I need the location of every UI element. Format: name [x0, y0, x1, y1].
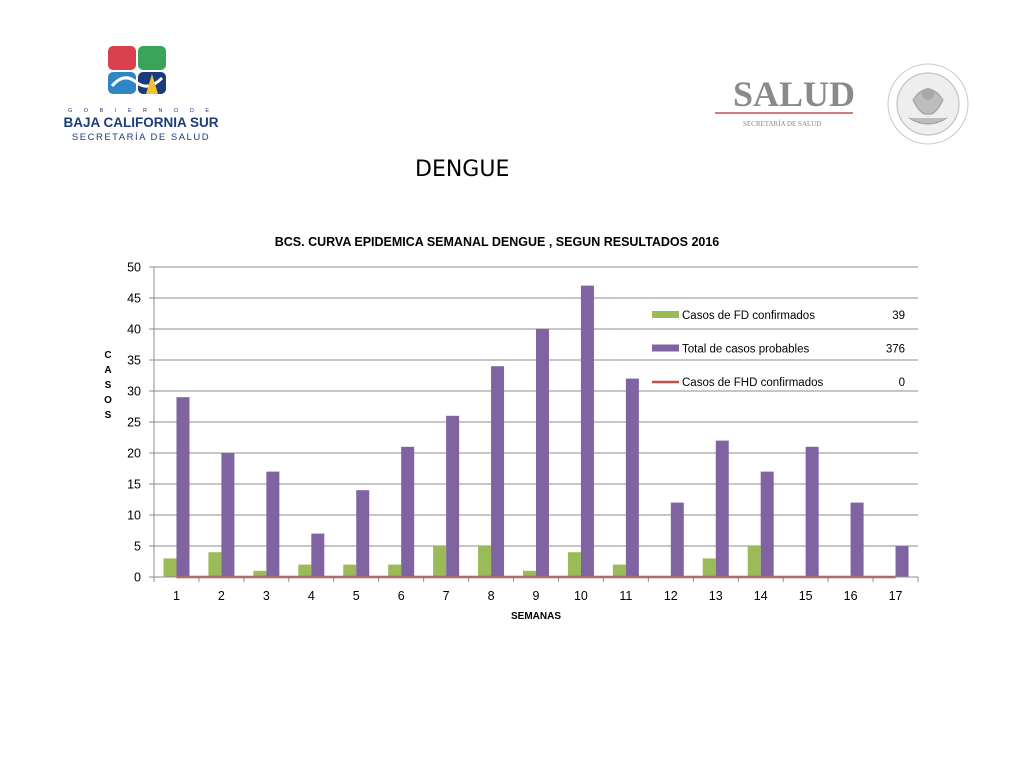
legend-label: Total de casos probables	[682, 344, 809, 356]
bar	[491, 366, 505, 577]
chart-legend: Casos de FD confirmados 39 Total de casos …	[652, 310, 905, 389]
bar	[356, 490, 370, 577]
bar	[580, 285, 594, 577]
bar	[433, 546, 447, 577]
legend-label: Casos de FD confirmados	[682, 310, 815, 322]
baja-california-sur-logo: G O B I E R N O D E BAJA CALIFORNIA SUR …	[64, 46, 219, 143]
y-tick-label: 5	[134, 540, 141, 554]
y-axis-label-letter: C	[104, 350, 111, 361]
x-tick-label: 13	[709, 589, 723, 603]
logo-top-text: G O B I E R N O D E	[68, 108, 214, 114]
y-tick-label: 45	[127, 292, 141, 306]
bar	[567, 552, 581, 577]
y-tick-label: 50	[127, 261, 141, 275]
x-tick-label: 2	[218, 589, 225, 603]
legend-total: 39	[892, 310, 905, 322]
chart-bars	[163, 285, 909, 577]
bar	[612, 564, 626, 577]
salud-main-text: SALUD	[733, 74, 855, 114]
logo-sub-text: SECRETARÍA DE SALUD	[72, 132, 210, 143]
chart-axes	[153, 267, 918, 578]
legend-swatch	[652, 311, 679, 318]
bar	[805, 446, 819, 577]
bar	[670, 502, 684, 577]
bar	[625, 378, 639, 577]
legend-label: Casos de FHD confirmados	[682, 377, 823, 389]
x-tick-label: 7	[443, 589, 450, 603]
legend-total: 376	[886, 344, 905, 356]
bar	[253, 570, 267, 577]
y-tick-label: 30	[127, 385, 141, 399]
logo-main-text: BAJA CALIFORNIA SUR	[64, 115, 219, 130]
bar	[715, 440, 729, 577]
x-tick-label: 12	[664, 589, 678, 603]
x-tick-label: 4	[308, 589, 315, 603]
bar	[208, 552, 222, 577]
bar	[536, 329, 549, 577]
bar	[221, 453, 235, 577]
x-tick-label: 5	[353, 589, 360, 603]
x-tick-label: 10	[574, 589, 588, 603]
y-axis-label-letter: S	[105, 380, 112, 391]
x-tick-label: 6	[398, 589, 405, 603]
bar	[298, 564, 312, 577]
chart-title: BCS. CURVA EPIDEMICA SEMANAL DENGUE , SE…	[275, 235, 720, 249]
salud-sub-text: SECRETARÍA DE SALUD	[743, 120, 821, 128]
mexican-seal-icon	[887, 63, 969, 145]
bar	[266, 471, 280, 577]
y-tick-label: 25	[127, 416, 141, 430]
legend-total: 0	[899, 377, 905, 389]
x-tick-label: 3	[263, 589, 270, 603]
x-tick-label: 9	[533, 589, 540, 603]
bar	[311, 533, 325, 577]
y-tick-label: 40	[127, 323, 141, 337]
x-tick-label: 8	[488, 589, 495, 603]
x-tick-label: 16	[844, 589, 858, 603]
bar	[523, 570, 536, 577]
y-tick-label: 35	[127, 354, 141, 368]
bar	[478, 546, 492, 577]
y-axis-label-letter: S	[105, 410, 112, 421]
x-tick-label: 1	[173, 589, 180, 603]
bar	[702, 558, 716, 577]
y-tick-label: 10	[127, 509, 141, 523]
bar	[895, 546, 909, 577]
legend-swatch	[652, 344, 679, 352]
bar	[343, 564, 357, 577]
bar	[747, 546, 761, 577]
x-tick-label: 17	[889, 589, 903, 603]
bar	[401, 446, 415, 577]
x-tick-label: 15	[799, 589, 813, 603]
bar	[388, 564, 402, 577]
x-axis-ticks: 1 2 3 4 5 6 7 8 9 10 11 12 13 14 15 16 17	[153, 577, 919, 603]
x-axis-label: SEMANAS	[511, 611, 561, 622]
bar	[760, 471, 774, 577]
x-tick-label: 14	[754, 589, 768, 603]
bar	[850, 502, 864, 577]
y-axis-label-letter: A	[104, 365, 111, 376]
salud-logo: SALUD SECRETARÍA DE SALUD	[715, 63, 969, 145]
y-tick-label: 0	[134, 571, 141, 585]
y-tick-label: 15	[127, 478, 141, 492]
bar	[176, 397, 190, 577]
bcs-emblem-icon	[108, 46, 166, 94]
y-axis-ticks: 0 5 10 15 20 25 30 35 40 45 50	[127, 261, 154, 585]
y-axis-label-letter: O	[104, 395, 112, 406]
y-tick-label: 20	[127, 447, 141, 461]
page-title: DENGUE	[415, 157, 510, 182]
bar	[163, 558, 177, 577]
bar	[446, 415, 460, 577]
x-tick-label: 11	[619, 589, 632, 603]
